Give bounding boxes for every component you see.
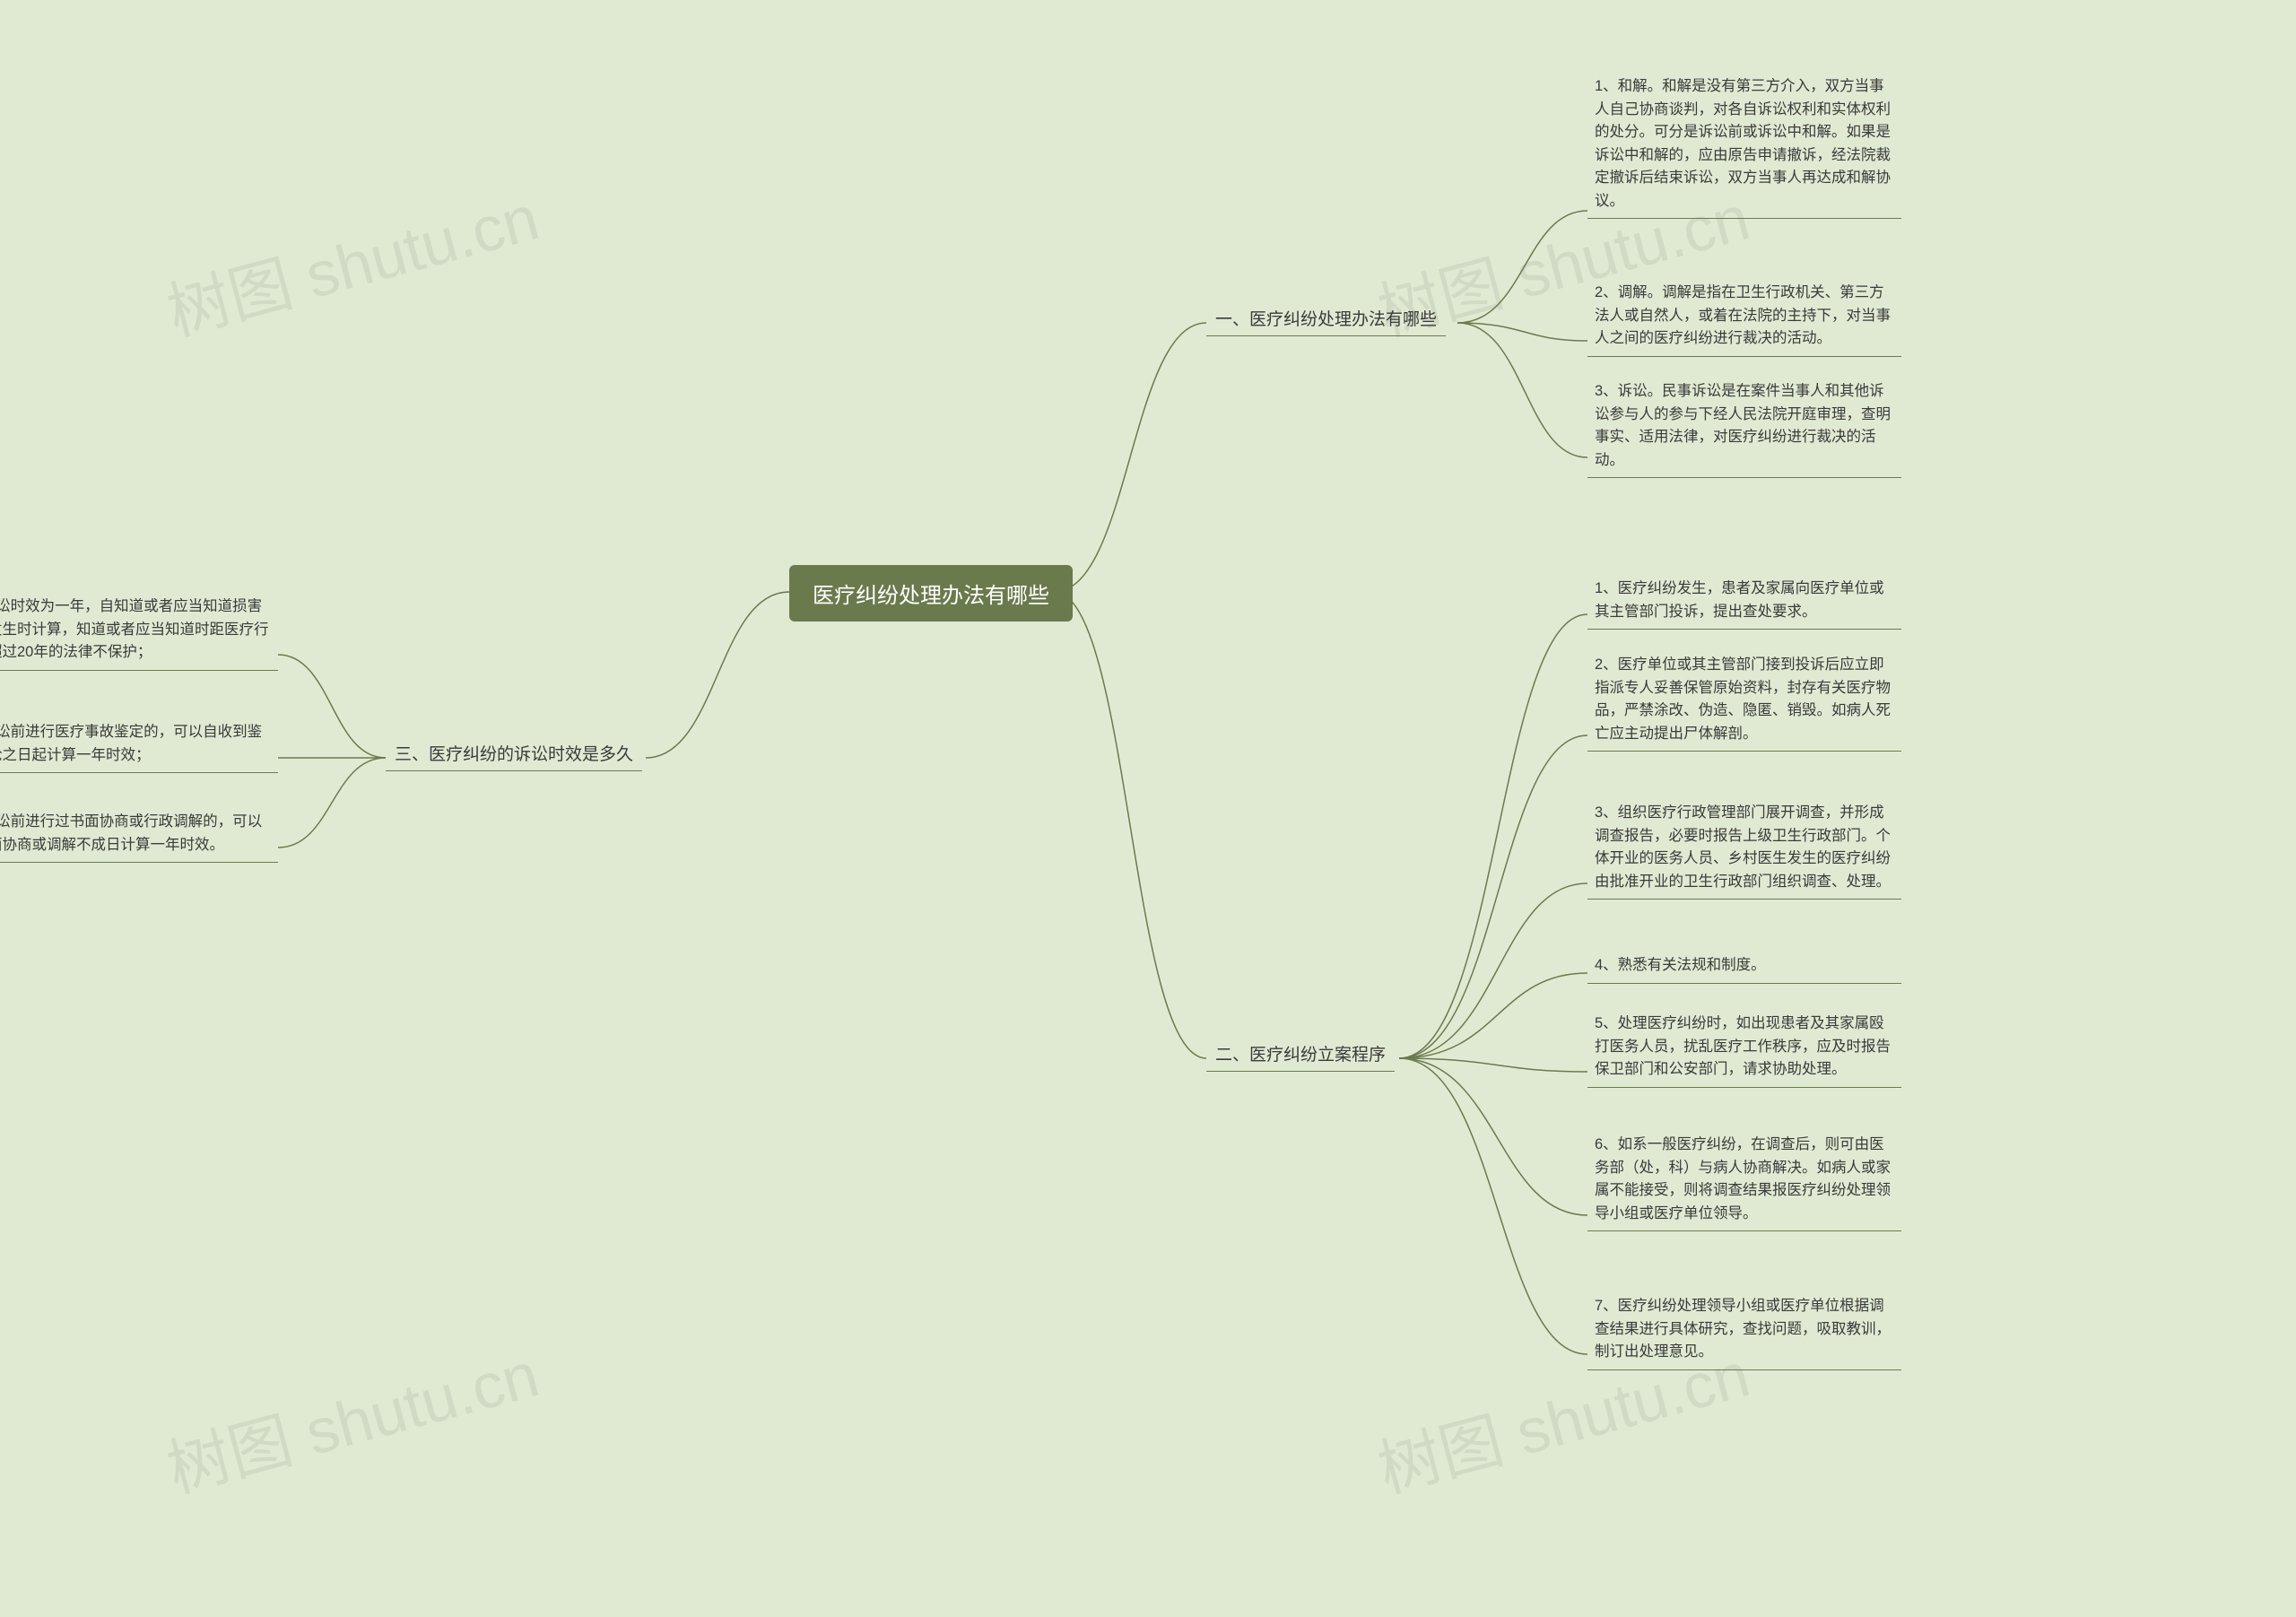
branch-node-1: 一、医疗纠纷处理办法有哪些	[1206, 300, 1446, 336]
leaf-node: 6、如系一般医疗纠纷，在调查后，则可由医务部（处，科）与病人协商解决。如病人或家…	[1587, 1130, 1901, 1231]
leaf-node: 1、医疗纠纷发生，患者及家属向医疗单位或其主管部门投诉，提出查处要求。	[1587, 574, 1901, 630]
leaf-node: 3、诉讼。民事诉讼是在案件当事人和其他诉讼参与人的参与下经人民法院开庭审理，查明…	[1587, 377, 1901, 478]
watermark: 树图 shutu.cn	[156, 168, 547, 353]
branch-node-2: 二、医疗纠纷立案程序	[1206, 1036, 1395, 1072]
leaf-node: 4、熟悉有关法规和制度。	[1587, 951, 1901, 984]
leaf-node: 1、和解。和解是没有第三方介入，双方当事人自己协商谈判，对各自诉讼权利和实体权利…	[1587, 72, 1901, 219]
leaf-node: 2、诉讼前进行医疗事故鉴定的，可以自收到鉴定结论之日起计算一年时效；	[0, 717, 278, 773]
leaf-node: 2、医疗单位或其主管部门接到投诉后应立即指派专人妥善保管原始资料，封存有关医疗物…	[1587, 650, 1901, 752]
watermark: 树图 shutu.cn	[156, 1325, 547, 1510]
leaf-node: 2、调解。调解是指在卫生行政机关、第三方法人或自然人，或着在法院的主持下，对当事…	[1587, 278, 1901, 357]
leaf-node: 3、组织医疗行政管理部门展开调查，并形成调查报告，必要时报告上级卫生行政部门。个…	[1587, 798, 1901, 900]
connector-lines	[0, 0, 2296, 1617]
root-node: 医疗纠纷处理办法有哪些	[789, 565, 1073, 622]
branch-node-3: 三、医疗纠纷的诉讼时效是多久	[386, 735, 642, 771]
leaf-node: 1、诉讼时效为一年，自知道或者应当知道损害结果发生时计算，知道或者应当知道时距医…	[0, 592, 278, 671]
leaf-node: 7、医疗纠纷处理领导小组或医疗单位根据调查结果进行具体研究，查找问题，吸取教训，…	[1587, 1291, 1901, 1370]
leaf-node: 5、处理医疗纠纷时，如出现患者及其家属殴打医务人员，扰乱医疗工作秩序，应及时报告…	[1587, 1009, 1901, 1088]
leaf-node: 3、诉讼前进行过书面协商或行政调解的，可以自书面协商或调解不成日计算一年时效。	[0, 807, 278, 863]
